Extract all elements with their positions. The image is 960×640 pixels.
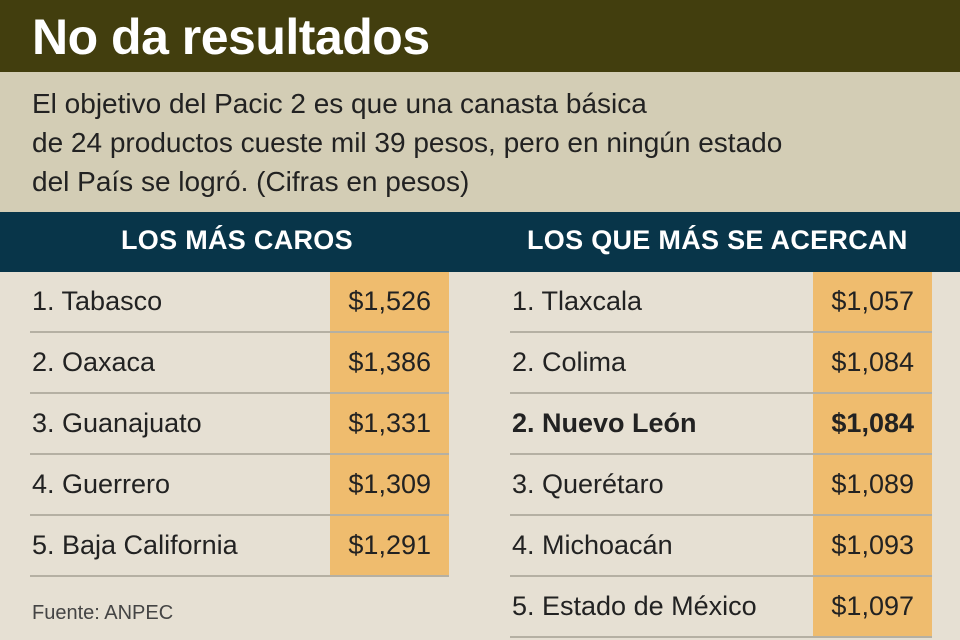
right-table-heading: LOS QUE MÁS SE ACERCAN — [527, 225, 908, 255]
table-row: 2. Nuevo León $1,084 — [510, 394, 932, 455]
title-bar: No da resultados — [0, 0, 960, 72]
table-row: 1. Tabasco $1,526 — [30, 272, 449, 333]
state-label: 1. Tlaxcala — [512, 286, 643, 316]
state-label: 3. Guanajuato — [32, 408, 202, 438]
state-label: 4. Guerrero — [32, 469, 171, 499]
price-value: $1,084 — [813, 333, 932, 392]
table-row: 3. Querétaro $1,089 — [510, 455, 932, 516]
state-label: 5. Estado de México — [512, 591, 757, 621]
table-row: 4. Michoacán $1,093 — [510, 516, 932, 577]
state-label: 2. Colima — [512, 347, 627, 377]
table-row: 4. Guerrero $1,309 — [30, 455, 449, 516]
price-value: $1,309 — [330, 455, 449, 514]
closest-table: 1. Tlaxcala $1,057 2. Colima $1,084 2. Nuevo… — [510, 272, 932, 638]
table-row: 5. Baja California $1,291 — [30, 516, 449, 577]
state-label: 3. Querétaro — [512, 469, 664, 499]
source-note: Fuente: ANPEC — [32, 602, 174, 624]
table-row: 5. Estado de México $1,097 — [510, 577, 932, 638]
price-value: $1,097 — [813, 577, 932, 636]
price-value: $1,089 — [813, 455, 932, 514]
state-label: 2. Oaxaca — [32, 347, 156, 377]
table-row: 3. Guanajuato $1,331 — [30, 394, 449, 455]
state-label: 4. Michoacán — [512, 530, 673, 560]
price-value: $1,331 — [330, 394, 449, 453]
state-label: 1. Tabasco — [32, 286, 163, 316]
column-header-bar: LOS MÁS CAROS LOS QUE MÁS SE ACERCAN — [0, 212, 960, 272]
price-value: $1,386 — [330, 333, 449, 392]
table-row: 1. Tlaxcala $1,057 — [510, 272, 932, 333]
intro-text: El objetivo del Pacic 2 es que una canas… — [32, 84, 932, 201]
price-value: $1,057 — [813, 272, 932, 331]
intro-line: El objetivo del Pacic 2 es que una canas… — [32, 88, 647, 119]
chart-title: No da resultados — [32, 9, 430, 65]
intro-panel: El objetivo del Pacic 2 es que una canas… — [0, 72, 960, 212]
state-label: 5. Baja California — [32, 530, 238, 560]
most-expensive-table: 1. Tabasco $1,526 2. Oaxaca $1,386 3. Guanaj… — [30, 272, 449, 577]
left-table-heading: LOS MÁS CAROS — [121, 225, 353, 255]
intro-line: de 24 productos cueste mil 39 pesos, per… — [32, 127, 783, 158]
price-value: $1,093 — [813, 516, 932, 575]
table-row: 2. Oaxaca $1,386 — [30, 333, 449, 394]
table-row: 2. Colima $1,084 — [510, 333, 932, 394]
state-label: 2. Nuevo León — [512, 408, 697, 438]
price-value: $1,291 — [330, 516, 449, 575]
price-value: $1,084 — [813, 394, 932, 453]
intro-line: del País se logró. (Cifras en pesos) — [32, 166, 470, 197]
price-value: $1,526 — [330, 272, 449, 331]
